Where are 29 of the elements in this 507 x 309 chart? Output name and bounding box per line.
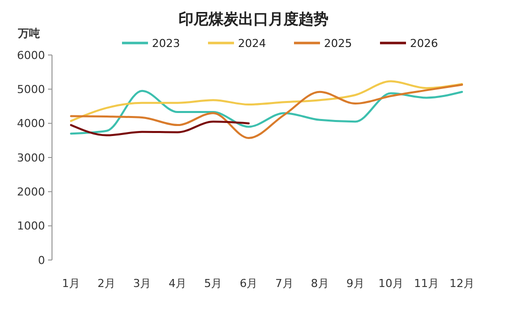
y-tick-label: 5000 bbox=[17, 83, 45, 96]
y-tick-label: 2000 bbox=[17, 186, 45, 199]
legend-label: 2025 bbox=[324, 37, 352, 50]
y-tick-label: 0 bbox=[38, 254, 45, 267]
x-tick-label: 12月 bbox=[450, 277, 474, 290]
x-tick-label: 9月 bbox=[346, 277, 364, 290]
y-tick-label: 1000 bbox=[17, 220, 45, 233]
chart-title: 印尼煤炭出口月度趋势 bbox=[178, 10, 328, 28]
y-tick-label: 4000 bbox=[17, 117, 45, 130]
y-axis-title: 万吨 bbox=[17, 27, 40, 40]
x-tick-label: 11月 bbox=[414, 277, 439, 290]
legend-label: 2026 bbox=[410, 37, 438, 50]
x-tick-label: 1月 bbox=[62, 277, 80, 290]
x-tick-label: 3月 bbox=[133, 277, 152, 290]
line-series bbox=[70, 90, 463, 135]
x-tick-label: 2月 bbox=[98, 277, 116, 290]
legend-label: 2024 bbox=[238, 37, 266, 50]
x-tick-label: 10月 bbox=[378, 277, 404, 290]
x-tick-label: 4月 bbox=[168, 277, 187, 290]
line-series bbox=[70, 120, 250, 136]
x-tick-label: 8月 bbox=[310, 277, 329, 290]
x-tick-label: 6月 bbox=[240, 277, 258, 290]
line-series bbox=[70, 80, 463, 122]
legend-label: 2023 bbox=[152, 37, 180, 50]
y-tick-label: 6000 bbox=[17, 48, 45, 62]
x-tick-label: 5月 bbox=[204, 277, 222, 290]
x-tick-label: 7月 bbox=[275, 277, 294, 290]
line-series bbox=[70, 84, 463, 140]
y-tick-label: 3000 bbox=[17, 151, 45, 164]
